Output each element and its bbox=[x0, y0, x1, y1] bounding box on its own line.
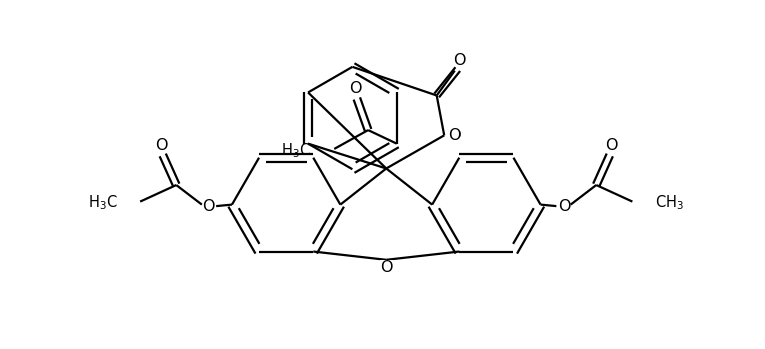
Text: H$_3$C: H$_3$C bbox=[88, 194, 118, 213]
Text: CH$_3$: CH$_3$ bbox=[655, 194, 684, 213]
Text: O: O bbox=[155, 138, 168, 153]
Text: O: O bbox=[448, 128, 461, 143]
Text: O: O bbox=[605, 138, 617, 153]
Text: H$_3$C: H$_3$C bbox=[281, 141, 310, 160]
Text: O: O bbox=[349, 81, 362, 96]
Text: O: O bbox=[448, 128, 461, 143]
Text: O: O bbox=[380, 260, 392, 275]
Text: O: O bbox=[453, 53, 466, 68]
Text: O: O bbox=[558, 199, 570, 214]
Text: O: O bbox=[203, 199, 215, 214]
Text: O: O bbox=[380, 260, 392, 275]
